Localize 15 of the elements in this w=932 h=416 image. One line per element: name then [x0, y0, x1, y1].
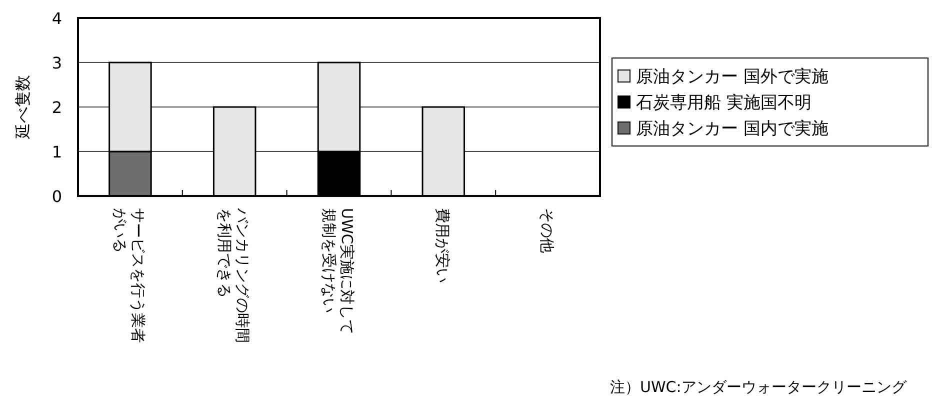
xtick: その他: [538, 208, 556, 253]
ytick: 4: [52, 9, 62, 28]
xtick: UWC実施に対して規制を受けない: [320, 208, 356, 334]
ytick: 2: [52, 98, 62, 117]
xtick: サービスを行う業者がいる: [111, 208, 148, 343]
ytick: 3: [52, 54, 62, 72]
ylabel: 延べ隻数: [13, 75, 32, 139]
xtick: 費用が安い: [433, 208, 452, 283]
legend-label: 石炭専用船 実施国不明: [636, 93, 812, 113]
ytick: 0: [52, 187, 62, 206]
annotation: 注）UWC:アンダーウォータークリーニング: [610, 378, 906, 396]
ytick: 1: [52, 142, 62, 162]
legend-label: 原油タンカー 国内で実施: [636, 119, 828, 139]
legend-label: 原油タンカー 国外で実施: [636, 67, 828, 87]
xtick: バンカリングの時間を利用できる: [216, 208, 252, 343]
